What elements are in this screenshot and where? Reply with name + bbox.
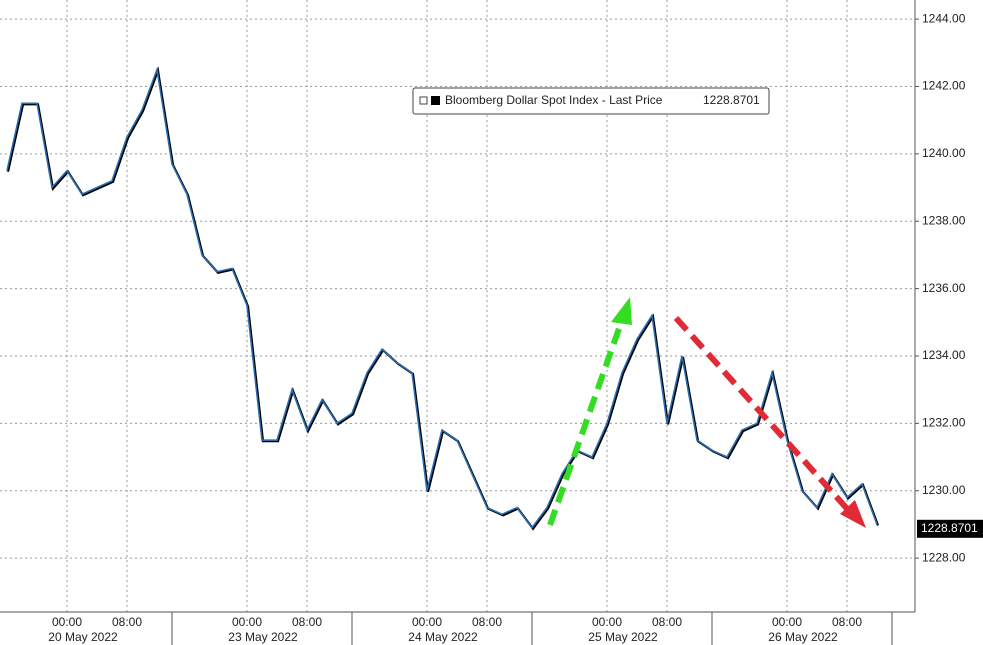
y-tick-label: 1230.00 [922, 483, 966, 497]
date-label: 24 May 2022 [408, 630, 478, 644]
x-tick-label: 08:00 [112, 615, 142, 629]
x-tick-label: 08:00 [652, 615, 682, 629]
y-tick-label: 1232.00 [922, 416, 966, 430]
date-label: 23 May 2022 [228, 630, 298, 644]
y-tick-label: 1234.00 [922, 348, 966, 362]
down-arrow [673, 315, 866, 528]
legend-last-price: 1228.8701 [703, 93, 760, 107]
legend-swatch [431, 96, 440, 105]
legend-box [412, 87, 770, 115]
y-tick-label: 1244.00 [922, 11, 966, 25]
legend: Bloomberg Dollar Spot Index - Last Price… [412, 87, 770, 115]
last-price-label: 1228.8701 [921, 521, 978, 535]
x-tick-label: 00:00 [232, 615, 262, 629]
y-tick-label: 1242.00 [922, 79, 966, 93]
x-tick-label: 00:00 [592, 615, 622, 629]
y-tick-label: 1228.00 [922, 550, 966, 564]
x-tick-label: 08:00 [472, 615, 502, 629]
x-tick-label: 08:00 [832, 615, 862, 629]
y-tick-label: 1236.00 [922, 281, 966, 295]
date-label: 20 May 2022 [48, 630, 118, 644]
legend-icon [419, 96, 428, 105]
legend-label: Bloomberg Dollar Spot Index - Last Price [445, 93, 663, 107]
x-tick-label: 00:00 [772, 615, 802, 629]
date-label: 26 May 2022 [768, 630, 838, 644]
x-tick-label: 00:00 [412, 615, 442, 629]
date-label: 25 May 2022 [588, 630, 658, 644]
x-tick-label: 08:00 [292, 615, 322, 629]
y-tick-label: 1238.00 [922, 213, 966, 227]
last-price-tag [917, 519, 983, 538]
up-arrow [547, 297, 632, 526]
x-tick-label: 00:00 [52, 615, 82, 629]
price-line [6, 66, 878, 530]
y-tick-label: 1240.00 [922, 146, 966, 160]
